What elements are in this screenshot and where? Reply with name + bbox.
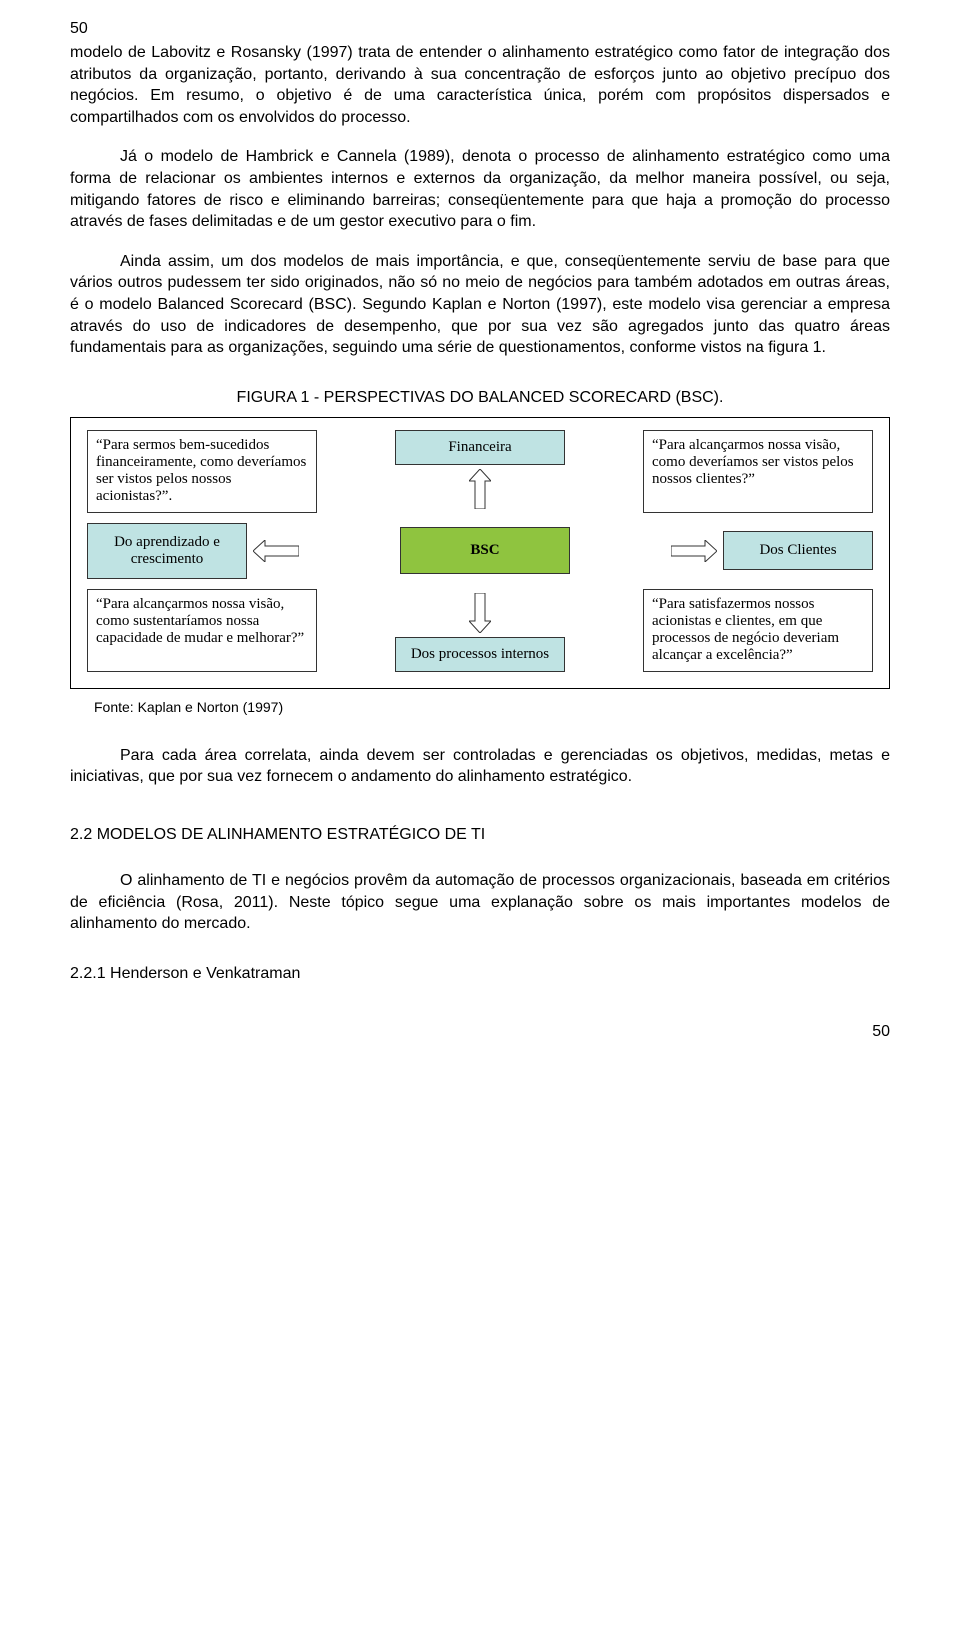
box-financeira: Financeira: [395, 430, 565, 465]
spacer: [575, 430, 633, 513]
arrow-up-icon: [469, 469, 491, 509]
spacer: [327, 589, 385, 672]
arrow-down-holder: [395, 593, 565, 633]
box-processos: Dos processos internos: [395, 637, 565, 672]
figure-mid-row: Do aprendizado e crescimento BSC Dos Cli…: [87, 523, 873, 579]
box-bsc-center: BSC: [400, 527, 570, 574]
arrow-up-holder: [395, 469, 565, 509]
figure-bottom-row: “Para alcançarmos nossa visão, como sust…: [87, 589, 873, 672]
figure-source: Fonte: Kaplan e Norton (1997): [94, 699, 890, 715]
spacer: [327, 430, 385, 513]
spacer: [575, 589, 633, 672]
box-clientes: Dos Clientes: [723, 531, 873, 570]
heading-2-2: 2.2 MODELOS DE ALINHAMENTO ESTRATÉGICO D…: [70, 826, 890, 844]
figure-title: FIGURA 1 - PERSPECTIVAS DO BALANCED SCOR…: [70, 389, 890, 407]
paragraph-5: O alinhamento de TI e negócios provêm da…: [70, 870, 890, 935]
box-top-left: “Para sermos bem-sucedidos financeiramen…: [87, 430, 317, 513]
page-number-bottom: 50: [70, 1023, 890, 1041]
box-top-right: “Para alcançarmos nossa visão, como deve…: [643, 430, 873, 513]
paragraph-3: Ainda assim, um dos modelos de mais impo…: [70, 251, 890, 359]
box-bottom-left: “Para alcançarmos nossa visão, como sust…: [87, 589, 317, 672]
figure-top-row: “Para sermos bem-sucedidos financeiramen…: [87, 430, 873, 513]
arrow-down-icon: [469, 593, 491, 633]
top-center-col: Financeira: [395, 430, 565, 513]
page-number-top: 50: [70, 20, 890, 38]
arrow-right-icon: [671, 540, 717, 562]
arrow-left-icon: [253, 540, 299, 562]
heading-2-2-1: 2.2.1 Henderson e Venkatraman: [70, 965, 890, 983]
bsc-figure: “Para sermos bem-sucedidos financeiramen…: [70, 417, 890, 689]
page: 50 modelo de Labovitz e Rosansky (1997) …: [0, 0, 960, 1081]
paragraph-1: modelo de Labovitz e Rosansky (1997) tra…: [70, 42, 890, 128]
box-bottom-right: “Para satisfazermos nossos acionistas e …: [643, 589, 873, 672]
paragraph-2: Já o modelo de Hambrick e Cannela (1989)…: [70, 146, 890, 232]
box-aprendizado: Do aprendizado e crescimento: [87, 523, 247, 579]
bottom-center-col: Dos processos internos: [395, 589, 565, 672]
paragraph-4: Para cada área correlata, ainda devem se…: [70, 745, 890, 788]
